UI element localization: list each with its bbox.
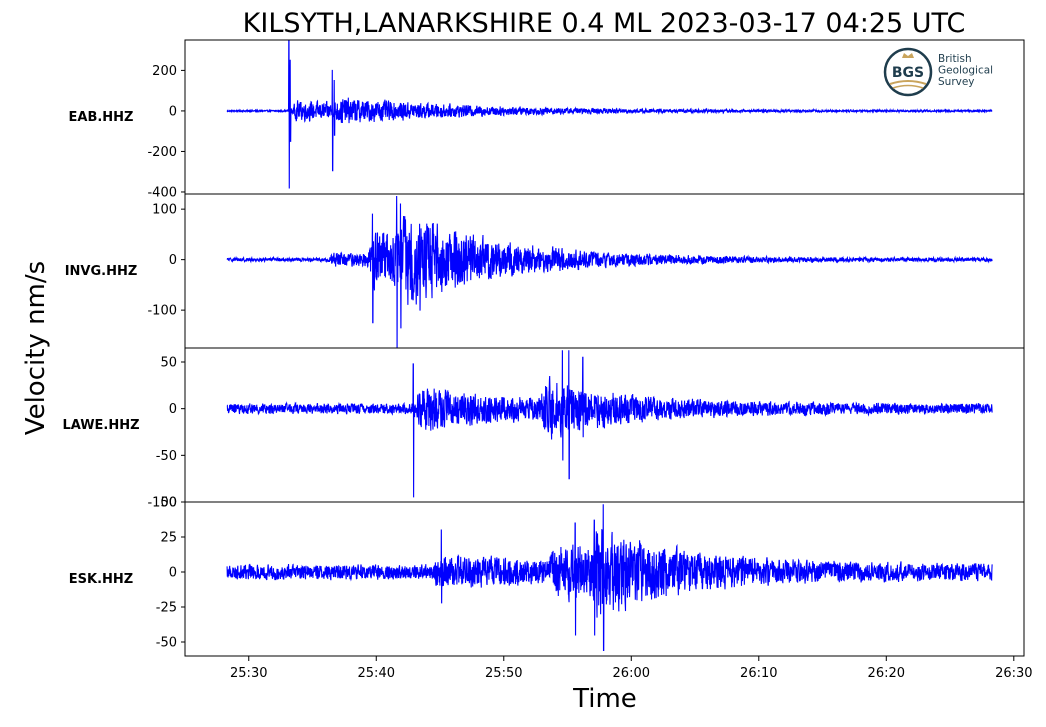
panel-frame: [184, 193, 1025, 349]
y-tick-label: -50: [156, 636, 177, 651]
y-tick-label: -25: [156, 601, 177, 616]
station-label: INVG.HHZ: [65, 264, 138, 279]
x-tick-label: 25:30: [230, 666, 267, 681]
waveform-invg-hhz: [226, 195, 993, 348]
y-tick-label: 0: [169, 566, 177, 581]
logo-wave: [889, 80, 927, 85]
x-axis: 25:30 25:40 25:50 26:00 26:10 26:20 26:30: [230, 656, 1033, 681]
station-label: LAWE.HHZ: [62, 418, 139, 433]
x-tick-label: 26:10: [740, 666, 777, 681]
y-tick-label: 0: [169, 402, 177, 417]
x-tick-label: 25:40: [358, 666, 395, 681]
panel-lawe-hhz: 50 0 -50 -100 LAWE.HHZ: [62, 347, 1025, 511]
y-tick-label: -50: [156, 449, 177, 464]
panel-eab-hhz: 200 0 -200 -400 EAB.HHZ: [69, 39, 1025, 200]
y-tick-label: -100: [147, 496, 177, 511]
y-tick-label: -100: [147, 304, 177, 319]
logo-text-line: Geological: [938, 65, 993, 77]
y-tick-label: 50: [160, 356, 177, 371]
y-tick-label: 0: [169, 253, 177, 268]
panel-invg-hhz: 100 0 -100 INVG.HHZ: [65, 193, 1025, 349]
station-label: ESK.HHZ: [69, 572, 133, 587]
station-panels: 200 0 -200 -400 EAB.HHZ 100 0 -100 INVG.HHZ 50 0 -5…: [62, 39, 1025, 657]
station-label: EAB.HHZ: [69, 110, 134, 125]
y-axis-label: Velocity nm/s: [21, 261, 51, 435]
x-axis-label: Time: [572, 684, 637, 714]
logo-mark: BGS: [892, 65, 924, 81]
panel-frame: [184, 501, 1025, 657]
waveform-lawe-hhz: [226, 350, 993, 498]
logo-text-line: British: [938, 53, 972, 65]
crown-icon: [902, 53, 914, 58]
logo-text-line: Survey: [938, 76, 975, 88]
logo-ring: [883, 47, 933, 97]
y-tick-label: 25: [160, 531, 177, 546]
waveform-esk-hhz: [226, 504, 993, 651]
y-tick-label: 50: [160, 496, 177, 511]
x-tick-label: 26:30: [995, 666, 1032, 681]
y-tick-label: 100: [152, 203, 177, 218]
x-tick-label: 26:00: [613, 666, 650, 681]
x-tick-label: 25:50: [485, 666, 522, 681]
x-tick-label: 26:20: [868, 666, 905, 681]
y-tick-label: -400: [147, 185, 177, 200]
y-tick-label: 200: [152, 64, 177, 79]
y-tick-label: -200: [147, 145, 177, 160]
y-tick-label: 0: [169, 104, 177, 119]
panel-esk-hhz: 50 25 0 -25 -50 ESK.HHZ: [69, 496, 1025, 657]
waveform-eab-hhz: [226, 40, 993, 189]
chart-title: KILSYTH,LANARKSHIRE 0.4 ML 2023-03-17 04…: [243, 8, 966, 39]
logo-wave: [892, 84, 924, 89]
